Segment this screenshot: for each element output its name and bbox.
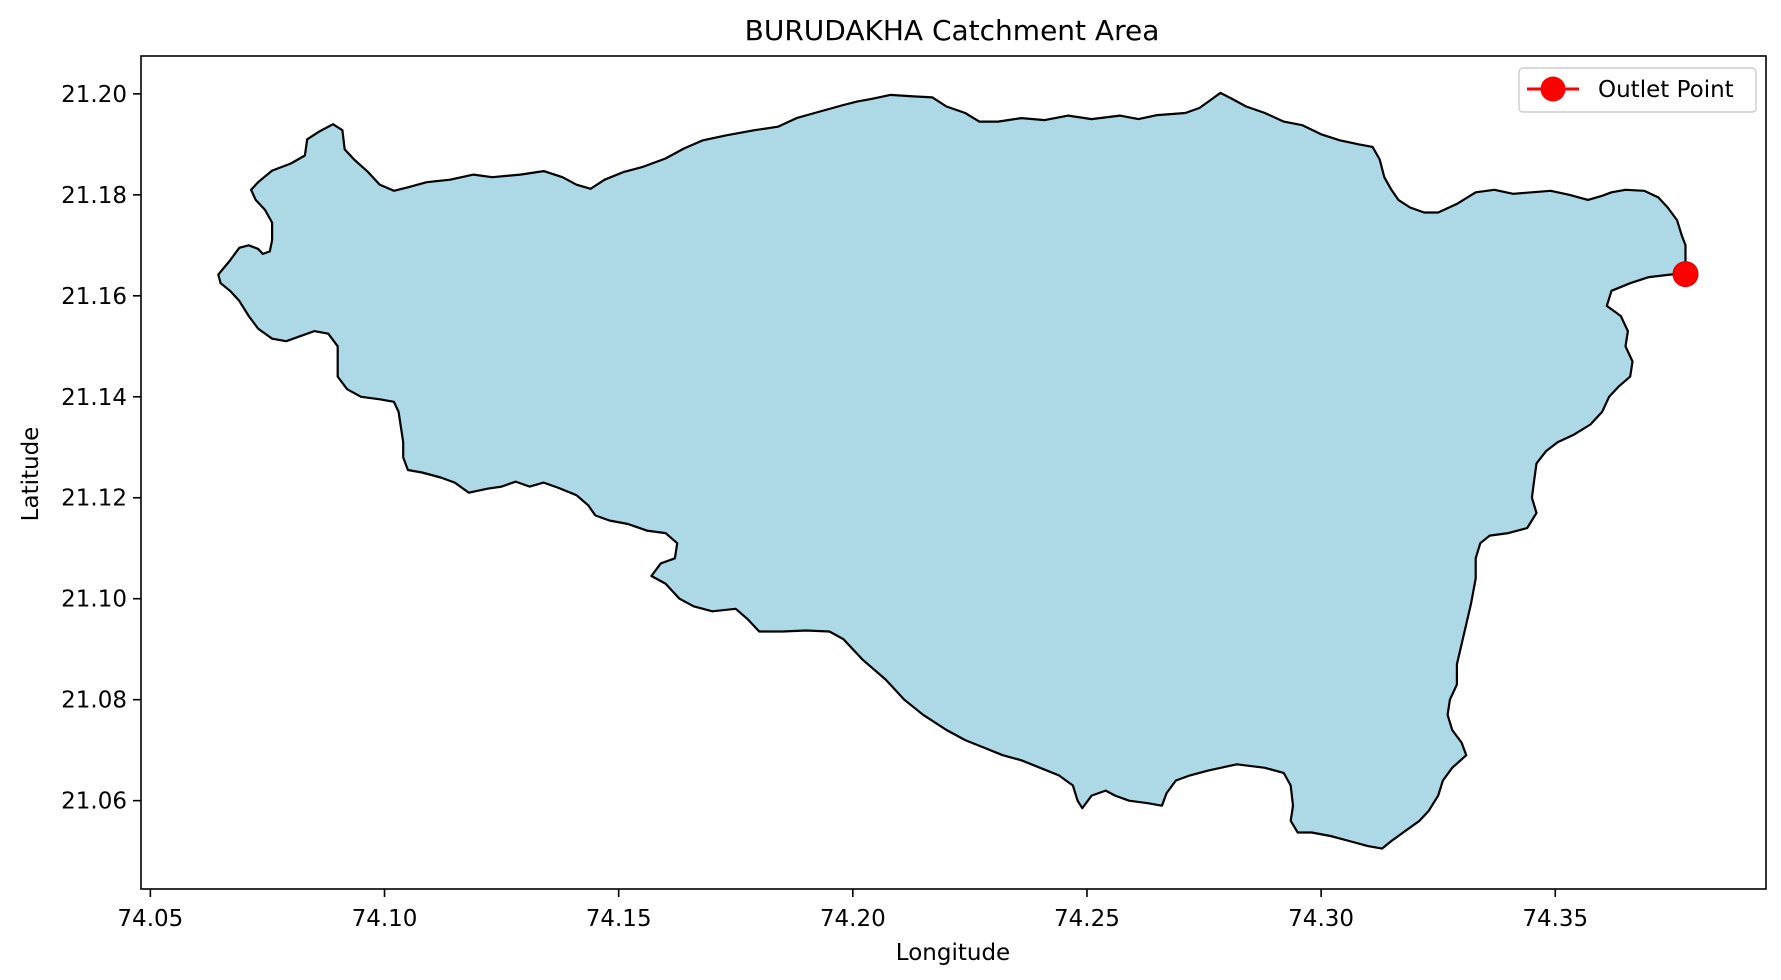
y-tick-label: 21.12 xyxy=(61,486,127,512)
y-axis-label: Latitude xyxy=(18,427,44,522)
y-tick-label: 21.16 xyxy=(61,284,127,310)
y-tick-label: 21.06 xyxy=(61,789,127,815)
legend-outlet-marker xyxy=(1540,76,1566,102)
x-axis-label: Longitude xyxy=(896,940,1010,966)
x-tick-label: 74.35 xyxy=(1522,906,1588,932)
x-axis-ticks: 74.05 74.10 74.15 74.20 74.25 74.30 74.35 xyxy=(117,889,1588,932)
map-title: BURUDAKHA Catchment Area xyxy=(745,14,1160,47)
y-axis-ticks: 21.06 21.08 21.10 21.12 21.14 21.16 21.18 21.20 xyxy=(61,82,141,815)
axes-frame xyxy=(140,55,1767,890)
legend-outlet-label: Outlet Point xyxy=(1598,77,1734,103)
x-tick-label: 74.05 xyxy=(117,906,183,932)
y-tick-label: 21.10 xyxy=(61,587,127,613)
y-tick-label: 21.14 xyxy=(61,385,127,411)
y-tick-label: 21.18 xyxy=(61,183,127,209)
legend-box xyxy=(1518,67,1757,113)
y-tick-label: 21.20 xyxy=(61,82,127,108)
x-tick-label: 74.20 xyxy=(820,906,886,932)
x-tick-label: 74.15 xyxy=(586,906,652,932)
x-tick-label: 74.25 xyxy=(1054,906,1120,932)
x-tick-label: 74.30 xyxy=(1288,906,1354,932)
legend: Outlet Point xyxy=(1518,67,1757,113)
y-tick-label: 21.08 xyxy=(61,688,127,714)
x-tick-label: 74.10 xyxy=(352,906,418,932)
catchment-polygon xyxy=(217,91,1687,850)
outlet-point-marker xyxy=(1672,261,1699,288)
plot-area xyxy=(217,91,1699,850)
